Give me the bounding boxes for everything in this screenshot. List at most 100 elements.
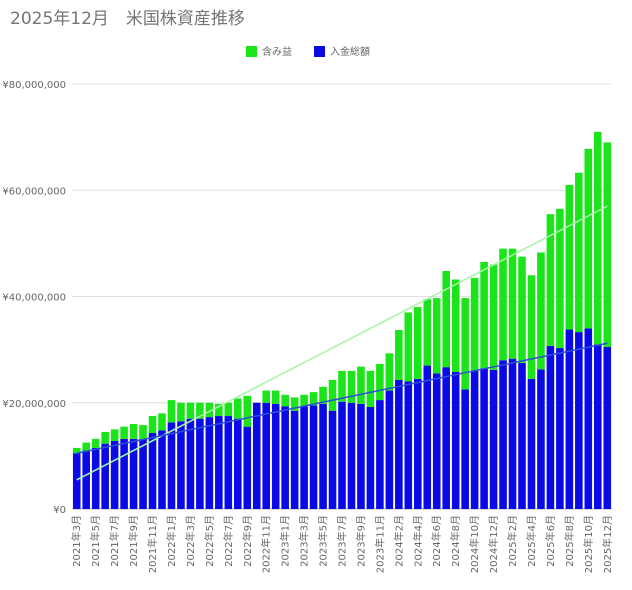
bar-segment — [575, 332, 583, 509]
bar-segment — [395, 329, 403, 380]
bar-segment — [82, 450, 90, 509]
bar-segment — [271, 390, 280, 404]
bar-segment — [603, 346, 612, 509]
bar-segment — [527, 275, 536, 379]
x-tick-label: 2021年5月 — [89, 515, 102, 567]
bar-segment — [414, 378, 422, 509]
bar-segment — [110, 429, 119, 441]
bar-segment — [423, 365, 432, 509]
bar-segment — [442, 271, 450, 368]
bar-segment — [546, 345, 555, 509]
bar-segment — [461, 389, 469, 509]
bar-segment — [120, 426, 128, 439]
bar-segment — [252, 402, 261, 509]
bar-segment — [366, 370, 375, 407]
y-tick-label: ¥40,000,000 — [2, 293, 66, 304]
bar-segment — [196, 402, 204, 419]
bar-segment — [338, 370, 346, 402]
y-tick-label: ¥20,000,000 — [2, 399, 66, 410]
bar-segment — [215, 403, 223, 417]
bar-segment — [508, 358, 517, 509]
bar-segment — [556, 348, 564, 509]
bar-segment — [300, 406, 308, 509]
bar-segment — [357, 366, 365, 404]
bar-segment — [480, 261, 488, 369]
x-tick-label: 2023年7月 — [336, 515, 349, 567]
bar-segment — [565, 329, 574, 509]
x-tick-label: 2021年9月 — [127, 515, 140, 567]
bar-segment — [290, 410, 299, 509]
bar-segment — [470, 370, 479, 509]
bar-segment — [309, 405, 318, 509]
bar-segment — [215, 416, 223, 509]
bar-segment — [319, 403, 327, 509]
x-tick-label: 2022年7月 — [222, 515, 235, 567]
bar-segment — [338, 401, 346, 509]
x-tick-label: 2023年3月 — [298, 515, 311, 567]
bar-segment — [148, 433, 157, 509]
bar-segment — [404, 381, 413, 509]
bar-segment — [290, 397, 299, 411]
bar-segment — [470, 277, 479, 371]
bar-segment — [461, 298, 469, 390]
x-tick-label: 2025年12月 — [601, 515, 614, 573]
x-tick-label: 2021年7月 — [108, 515, 121, 567]
bar-segment — [489, 369, 498, 509]
x-tick-label: 2024年12月 — [487, 515, 500, 573]
x-tick-label: 2025年6月 — [544, 515, 557, 567]
bar-segment — [224, 416, 233, 509]
legend-label: 含み益 — [262, 45, 292, 58]
bar-segment — [376, 400, 384, 509]
bar-segment — [224, 402, 233, 417]
bar-segment — [347, 370, 356, 403]
x-tick-label: 2022年9月 — [241, 515, 254, 567]
bar-segment — [328, 379, 337, 411]
x-tick-label: 2023年5月 — [317, 515, 330, 567]
bar-segment — [319, 386, 327, 404]
x-tick-label: 2022年5月 — [203, 515, 216, 567]
bar-segment — [432, 298, 441, 374]
bar-segment — [603, 142, 612, 347]
bar-segment — [404, 312, 413, 382]
bar-segment — [129, 438, 138, 509]
bar-segment — [196, 418, 204, 509]
trendline — [76, 342, 608, 454]
x-tick-label: 2023年11月 — [373, 515, 386, 573]
bar-segment — [186, 418, 195, 509]
bar-segment — [594, 131, 602, 345]
bar-segment — [167, 422, 176, 509]
bar-segment — [167, 400, 176, 423]
bar-segment — [139, 438, 147, 509]
x-tick-label: 2022年11月 — [260, 515, 273, 573]
x-tick-label: 2023年9月 — [354, 515, 367, 567]
legend-swatch — [314, 46, 325, 57]
bar-segment — [594, 344, 602, 509]
x-tick-label: 2025年8月 — [563, 515, 576, 567]
y-tick-label: ¥80,000,000 — [2, 80, 66, 91]
bar-segment — [414, 307, 422, 379]
bar-segment — [177, 402, 185, 422]
x-tick-label: 2022年1月 — [165, 515, 178, 567]
bar-segment — [91, 447, 100, 509]
bar-segment — [262, 402, 270, 509]
bar-segment — [508, 248, 517, 359]
x-tick-label: 2025年10月 — [582, 515, 595, 573]
bar-segment — [243, 426, 252, 509]
bar-segment — [120, 438, 128, 509]
bar-segment — [243, 395, 252, 427]
bar-segment — [565, 184, 574, 330]
x-tick-label: 2021年3月 — [70, 515, 83, 567]
bar-segment — [158, 413, 166, 431]
bar-segment — [205, 417, 214, 509]
bar-segment — [158, 430, 166, 509]
bar-segment — [575, 172, 583, 333]
bar-segment — [281, 406, 289, 509]
x-tick-label: 2024年6月 — [430, 515, 443, 567]
x-tick-label: 2022年3月 — [184, 515, 197, 567]
bar-segment — [489, 264, 498, 370]
bar-segment — [432, 373, 441, 509]
x-tick-label: 2023年1月 — [279, 515, 292, 567]
bar-segment — [584, 328, 593, 509]
bar-segment — [101, 431, 109, 444]
